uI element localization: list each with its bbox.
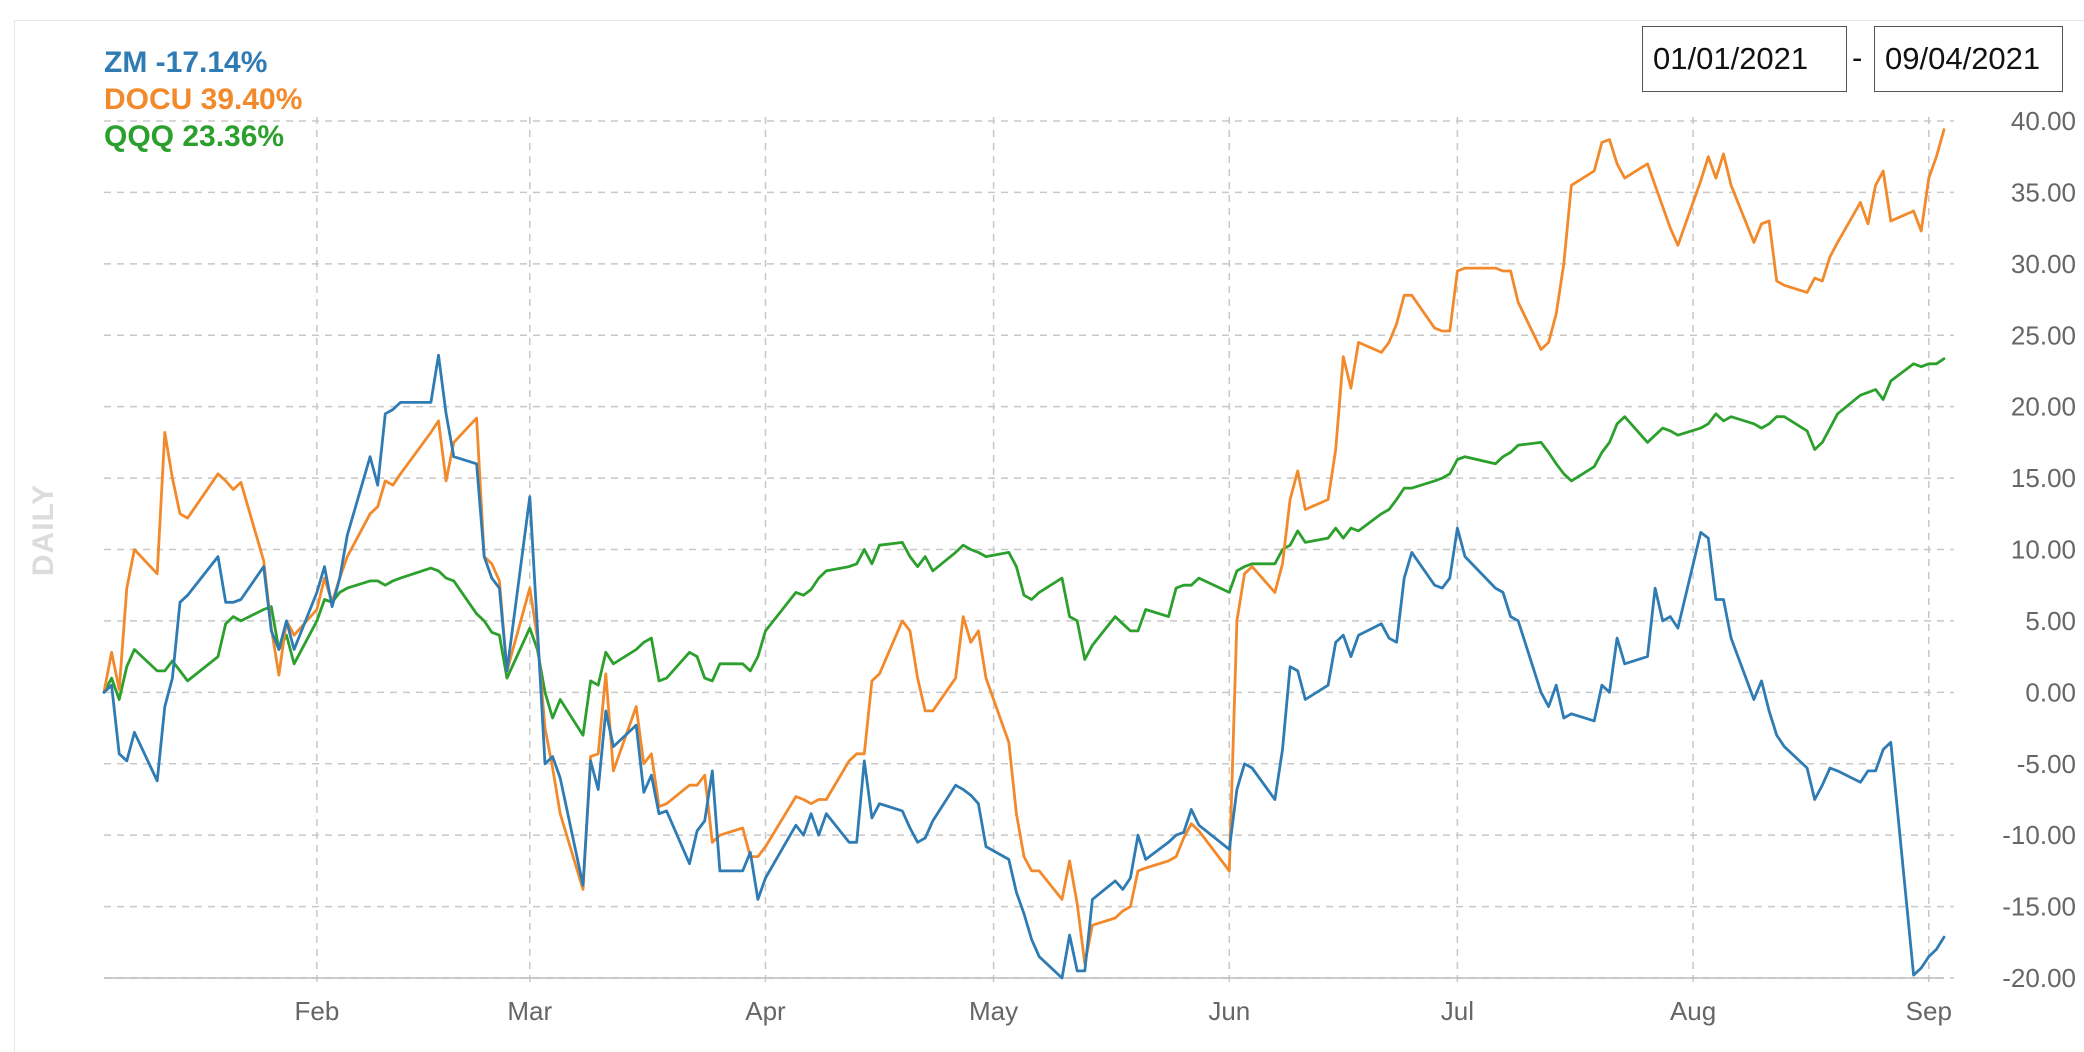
y-tick-label: -15.00: [2002, 892, 2076, 922]
x-tick-label: Apr: [745, 996, 786, 1026]
end-date-input[interactable]: 09/04/2021: [1874, 26, 2063, 92]
legend-item-qqq: QQQ 23.36%: [104, 120, 285, 153]
date-separator: -: [1852, 40, 1863, 75]
x-tick-label: Mar: [507, 996, 552, 1026]
legend-item-docu: DOCU 39.40%: [104, 83, 303, 116]
y-tick-label: 30.00: [2011, 249, 2076, 279]
x-tick-label: Feb: [294, 996, 339, 1026]
legend-item-zm: ZM -17.14%: [104, 46, 268, 79]
y-tick-label: 0.00: [2025, 677, 2076, 707]
y-tick-label: 15.00: [2011, 463, 2076, 493]
series-line-qqq: [102, 357, 1946, 737]
chart-frame: [14, 20, 2084, 1052]
y-tick-label: 20.00: [2011, 392, 2076, 422]
series-line-docu: [102, 128, 1946, 966]
legend: ZM -17.14% DOCU 39.40% QQQ 23.36%: [104, 44, 302, 155]
y-tick-label: 10.00: [2011, 535, 2076, 565]
x-tick-label: Jul: [1441, 996, 1474, 1026]
y-tick-label: 5.00: [2025, 606, 2076, 636]
series-line-zm: [102, 353, 1946, 980]
y-tick-label: -5.00: [2017, 749, 2076, 779]
y-tick-label: 40.00: [2011, 106, 2076, 136]
y-tick-label: -20.00: [2002, 963, 2076, 993]
y-tick-label: -10.00: [2002, 820, 2076, 850]
y-tick-label: 35.00: [2011, 177, 2076, 207]
x-tick-label: Jun: [1208, 996, 1250, 1026]
x-tick-label: Aug: [1670, 996, 1716, 1026]
x-tick-label: May: [969, 996, 1018, 1026]
x-tick-label: Sep: [1906, 996, 1952, 1026]
start-date-input[interactable]: 01/01/2021: [1642, 26, 1847, 92]
y-tick-label: 25.00: [2011, 320, 2076, 350]
